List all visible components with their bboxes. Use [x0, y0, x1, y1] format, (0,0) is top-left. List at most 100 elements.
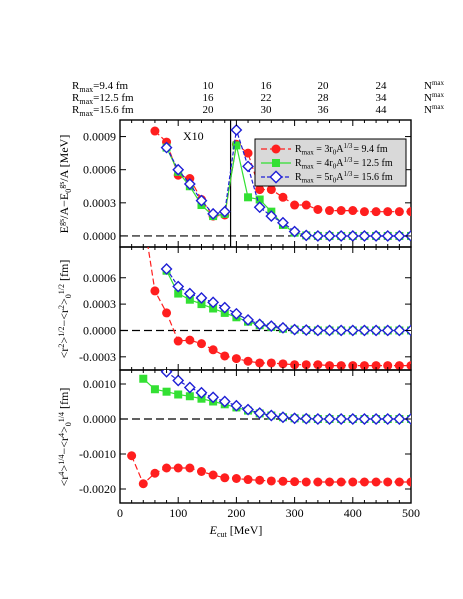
marker-r156: [172, 374, 185, 387]
legend-entry-125: Rmax = 4r0A1/3= 12.5 fm: [261, 156, 393, 171]
marker-r156: [242, 160, 254, 173]
marker-r94: [406, 207, 411, 217]
nmax-row-1: Rmax=9.4 fm 10 16 20 24 Nmax: [72, 79, 445, 94]
marker-r156: [346, 324, 359, 337]
marker-r156: [265, 210, 278, 223]
marker-r156: [195, 386, 208, 399]
marker-r94: [325, 206, 335, 216]
y-tick-label: 0.0010: [83, 377, 116, 391]
marker-r125: [185, 295, 194, 304]
marker-r94: [220, 473, 230, 483]
data-layer: [120, 120, 411, 247]
marker-r94: [406, 361, 411, 370]
marker-r94: [371, 207, 381, 217]
marker-r156: [230, 399, 243, 412]
y-tick-label: 0.0003: [83, 297, 116, 311]
marker-r156: [288, 225, 301, 238]
marker-r156: [183, 287, 196, 300]
legend-marker: [269, 170, 283, 184]
x-tick-label: 200: [227, 506, 245, 520]
marker-r156: [311, 324, 324, 337]
marker-r156: [393, 230, 406, 242]
marker-r156: [230, 123, 243, 136]
nmax-label: Nmax: [424, 103, 445, 116]
marker-r156: [335, 230, 348, 242]
marker-r156: [405, 324, 411, 337]
marker-r94: [313, 360, 323, 370]
x-tick-label: 0: [117, 506, 123, 520]
marker-r156: [370, 230, 383, 242]
marker-r94: [301, 360, 311, 370]
y-tick-label: -0.0020: [79, 482, 116, 496]
marker-r94: [173, 463, 183, 473]
marker-r94: [196, 339, 206, 349]
marker-r94: [371, 477, 381, 487]
marker-r156: [335, 324, 348, 337]
nmax-row-3: Rmax=15.6 fm 20 30 36 44 Nmax: [72, 103, 445, 118]
row-value: 20: [203, 104, 215, 116]
marker-r94: [348, 206, 358, 216]
marker-r94: [255, 358, 265, 368]
marker-r156: [253, 407, 266, 419]
tick-layer: -0.0020 -0.0010 0.0000 0.0010: [79, 370, 412, 503]
marker-r156: [218, 205, 231, 218]
tick-layer: -0.0003 0.0000 0.0003 0.0006: [79, 247, 412, 370]
marker-r156: [405, 230, 411, 242]
marker-r94: [348, 477, 358, 487]
marker-r156: [172, 280, 185, 293]
series-line: [142, 378, 411, 420]
marker-r156: [242, 403, 254, 416]
x-axis-label: Ecut [MeV]: [209, 523, 263, 539]
marker-r94: [383, 207, 393, 217]
y-tick-label: 0.0000: [83, 229, 116, 243]
marker-r156: [393, 413, 406, 425]
marker-r156: [381, 413, 394, 425]
row-label: Rmax=15.6 fm: [72, 104, 134, 118]
marker-r156: [160, 141, 173, 154]
nmax-label: Nmax: [424, 79, 445, 92]
marker-r94: [383, 477, 393, 487]
nmax-row-2: Rmax=12.5 fm 16 22 28 34 Nmax: [72, 91, 445, 106]
marker-r156: [335, 413, 348, 425]
marker-r94: [290, 200, 300, 210]
row-value: 22: [261, 92, 272, 104]
marker-r156: [265, 320, 278, 333]
marker-r156: [370, 413, 383, 425]
marker-r156: [207, 391, 220, 404]
y-tick-label: 0.0000: [83, 323, 116, 337]
marker-r156: [300, 412, 313, 425]
marker-r94: [162, 308, 172, 318]
y-tick-label: 0.0009: [83, 130, 116, 144]
marker-r156: [195, 292, 208, 304]
row-value: 10: [203, 80, 215, 92]
marker-r94: [336, 477, 346, 487]
marker-r94: [150, 468, 160, 478]
row-value: 16: [203, 92, 215, 104]
x10-annotation: X10: [183, 129, 204, 143]
marker-r125: [150, 385, 159, 394]
tick-layer: 0.0000 0.0003 0.0006 0.0009: [83, 120, 412, 247]
marker-r94: [313, 204, 323, 214]
marker-r156: [323, 324, 336, 337]
marker-r156: [277, 321, 289, 334]
row-label: Rmax=12.5 fm: [72, 92, 134, 106]
marker-r156: [381, 230, 394, 242]
marker-r156: [300, 229, 313, 242]
marker-r94: [266, 185, 276, 195]
marker-r156: [253, 318, 266, 331]
row-value: 24: [376, 80, 388, 92]
x-tick-label: 100: [169, 506, 187, 520]
marker-r94: [325, 477, 335, 487]
y-tick-label: -0.0003: [79, 350, 116, 364]
marker-r94: [406, 477, 411, 487]
marker-r156: [393, 324, 406, 337]
marker-r94: [394, 477, 404, 487]
marker-r156: [253, 201, 266, 214]
marker-r156: [265, 409, 278, 422]
marker-r156: [160, 263, 173, 275]
marker-r156: [218, 395, 231, 408]
marker-r94: [394, 207, 404, 217]
marker-r125: [162, 387, 171, 396]
marker-r94: [301, 200, 311, 210]
